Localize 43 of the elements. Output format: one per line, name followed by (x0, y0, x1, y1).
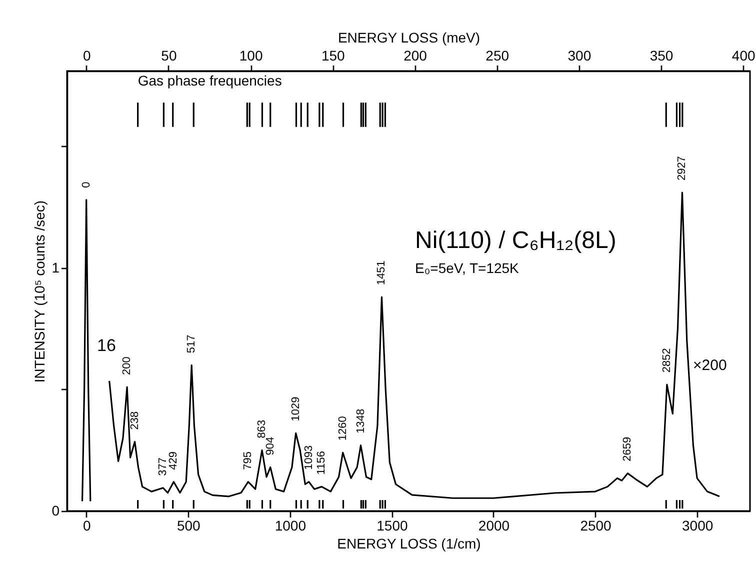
x-tick-label: 3000 (682, 518, 714, 534)
annotation: 16 (97, 336, 116, 355)
annotation: 1451 (376, 260, 388, 286)
annotation: 1029 (290, 396, 302, 422)
annotation: 2927 (676, 156, 688, 181)
annotation: 1156 (316, 451, 328, 475)
annotation: 1260 (336, 416, 349, 441)
x2-tick-label: 200 (404, 48, 428, 64)
annotation: 429 (168, 451, 180, 470)
x2-tick-label: 400 (732, 48, 756, 64)
x2-tick-label: 50 (161, 48, 177, 64)
x2-tick-label: 350 (650, 48, 674, 64)
annotation: 0 (80, 182, 92, 188)
x-tick-label: 1500 (376, 518, 408, 534)
annotation: 863 (256, 420, 268, 438)
text: E₀=5eV, T=125K (415, 260, 520, 276)
annotation: 795 (242, 451, 254, 470)
x-tick-label: 1000 (274, 518, 306, 534)
x2-axis-title: ENERGY LOSS (meV) (338, 30, 480, 46)
annotation: ×200 (693, 357, 727, 374)
annotation: 517 (186, 334, 198, 354)
x-tick-label: 0 (82, 518, 91, 534)
text: Ni(110) / C₆H₁₂(8L) (415, 227, 616, 254)
annotation: 2852 (660, 348, 673, 373)
annotation: 904 (264, 436, 276, 456)
annotation: 1348 (354, 408, 367, 434)
x2-tick-label: 300 (568, 48, 592, 64)
x2-tick-label: 250 (486, 48, 510, 64)
x-tick-label: 500 (176, 518, 201, 534)
annotation: 1093 (302, 445, 315, 470)
y-axis-title: INTENSITY (10⁵ counts /sec) (32, 200, 48, 383)
x2-tick-label: 100 (239, 48, 263, 64)
x-tick-label: 2000 (478, 518, 510, 534)
series-label: Gas phase frequencies (138, 72, 282, 89)
annotation: 377 (157, 458, 170, 476)
x-tick-label: 2500 (580, 518, 612, 534)
annotation: 238 (128, 411, 141, 430)
annotation: 200 (121, 356, 134, 376)
annotation: 2659 (622, 436, 634, 462)
x2-tick-label: 150 (321, 48, 346, 64)
x2-tick-label: 0 (82, 48, 91, 64)
x-axis-title: ENERGY LOSS (1/cm) (337, 536, 481, 552)
y-tick-label: 1 (52, 259, 60, 276)
